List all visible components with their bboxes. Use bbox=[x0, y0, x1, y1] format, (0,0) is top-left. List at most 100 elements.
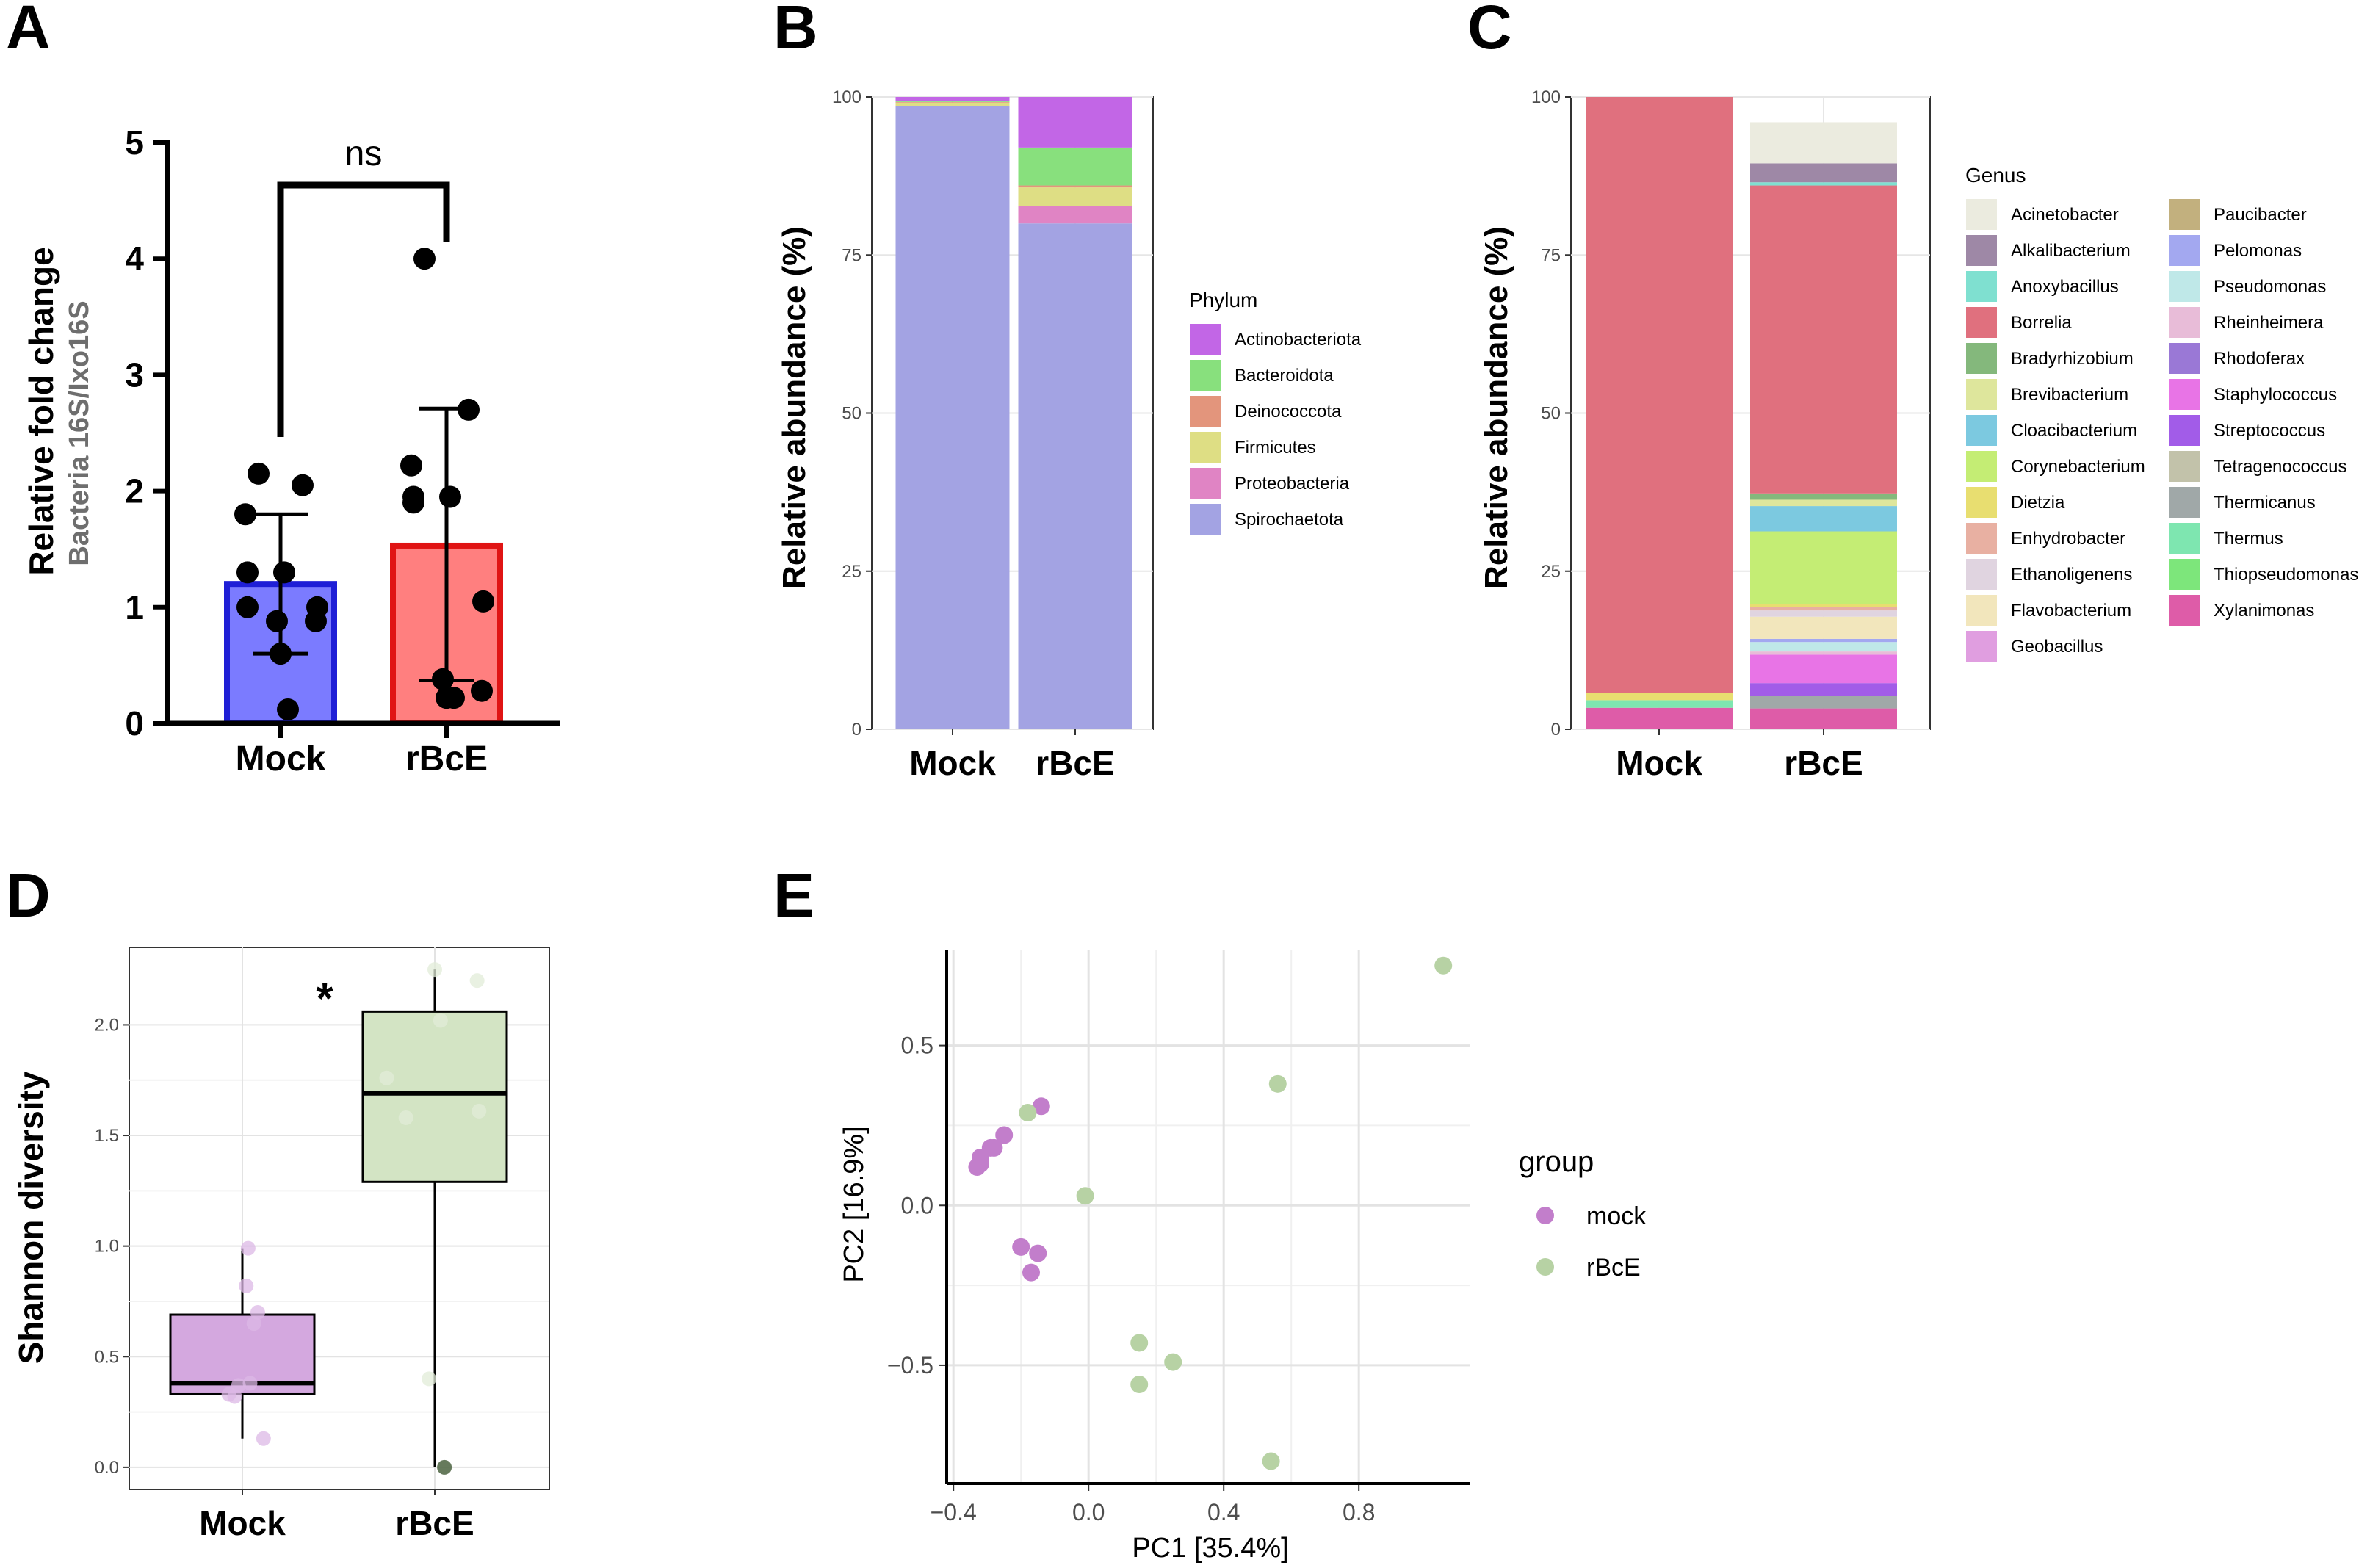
y-tick-label: 0.0 bbox=[901, 1192, 933, 1218]
x-tick-label: rBcE bbox=[1784, 744, 1863, 782]
bar-segment-thermus bbox=[1586, 700, 1733, 708]
y-tick-label: 50 bbox=[842, 404, 861, 424]
bar-segment-deinococcota bbox=[895, 101, 1010, 103]
bar-segment-xylanimonas bbox=[1586, 707, 1733, 729]
data-point bbox=[266, 610, 288, 632]
bar-segment-cloacibacterium bbox=[1750, 506, 1897, 532]
significance-label: * bbox=[316, 974, 333, 1023]
data-point bbox=[472, 1103, 487, 1119]
legend-key bbox=[2167, 557, 2201, 591]
bar-segment-spirochaetota bbox=[1018, 223, 1132, 729]
legend-key bbox=[2167, 413, 2201, 447]
bar-segment-streptococcus bbox=[1750, 683, 1897, 696]
data-point bbox=[413, 248, 436, 270]
legend-label: Tetragenococcus bbox=[2214, 457, 2346, 477]
legend-key bbox=[2167, 593, 2201, 627]
legend-key bbox=[1536, 1207, 1554, 1224]
legend-key bbox=[1965, 342, 1998, 375]
x-tick-label: −0.4 bbox=[931, 1499, 977, 1525]
bar-segment-pelomonas bbox=[1750, 638, 1897, 643]
legend-key bbox=[1188, 466, 1222, 500]
bar-segment-borrelia bbox=[1586, 97, 1733, 693]
legend-label: Staphylococcus bbox=[2214, 385, 2337, 405]
y-tick-label: 4 bbox=[125, 239, 144, 278]
data-point bbox=[231, 1378, 246, 1393]
legend-label: Thermicanus bbox=[2214, 493, 2316, 513]
data-point-mock bbox=[985, 1138, 1003, 1157]
bar-segment-acinetobacter bbox=[1750, 122, 1897, 164]
legend-key bbox=[2167, 234, 2201, 267]
legend-key bbox=[1965, 198, 1998, 231]
data-point bbox=[242, 1376, 258, 1391]
x-tick-label: Mock bbox=[909, 744, 996, 782]
data-point bbox=[458, 398, 480, 421]
bar-segment-rheinheimera bbox=[1750, 651, 1897, 655]
x-tick-label: 0.8 bbox=[1343, 1499, 1375, 1525]
data-point bbox=[439, 485, 461, 508]
bar-segment-staphylococcus bbox=[1750, 654, 1897, 684]
legend-key bbox=[1188, 502, 1222, 536]
panel-letter-d: D bbox=[6, 861, 51, 930]
bar-segment-dietzia bbox=[1750, 604, 1897, 607]
bar-segment-anoxybacillus bbox=[1750, 182, 1897, 186]
data-point bbox=[472, 590, 494, 613]
panel-letter-a: A bbox=[6, 0, 51, 62]
legend-label: Deinococcota bbox=[1235, 402, 1342, 422]
legend-label: Rheinheimera bbox=[2214, 313, 2324, 333]
legend-key bbox=[1965, 485, 1998, 519]
panel-e-legend-title: group bbox=[1519, 1146, 1594, 1178]
legend-key bbox=[1965, 593, 1998, 627]
panel-c-legend-title: Genus bbox=[1965, 164, 2026, 187]
bar-segment-proteobacteria bbox=[1018, 206, 1132, 224]
x-tick-label: 0.0 bbox=[1072, 1499, 1105, 1525]
legend-label: Paucibacter bbox=[2214, 205, 2307, 225]
bar-segment-firmicutes bbox=[1018, 187, 1132, 206]
bar-segment-firmicutes bbox=[895, 102, 1010, 106]
legend-label: Thermus bbox=[2214, 529, 2283, 549]
bar-segment-ethanoligenens bbox=[1750, 610, 1897, 617]
bar-segment-corynebacterium bbox=[1750, 531, 1897, 604]
bar-segment-bacteroidota bbox=[895, 101, 1010, 102]
legend-label: Borrelia bbox=[2011, 313, 2072, 333]
significance-bracket bbox=[277, 181, 450, 437]
legend-label: Thiopseudomonas bbox=[2214, 565, 2358, 585]
legend-label: Xylanimonas bbox=[2214, 601, 2314, 621]
y-tick-label: 5 bbox=[125, 123, 144, 162]
data-point bbox=[402, 491, 424, 514]
panel-e-pca-scatter: PC1 [35.4%] PC2 [16.9%] group −0.4 0.0 0.4… bbox=[839, 950, 1647, 1564]
panel-letter-b: B bbox=[773, 0, 818, 62]
legend-key bbox=[1965, 234, 1998, 267]
bar-segment-thermicanus bbox=[1750, 696, 1897, 709]
data-point bbox=[273, 561, 295, 584]
data-point-rbce bbox=[1262, 1452, 1280, 1470]
legend-label: Proteobacteria bbox=[1235, 474, 1350, 494]
data-point-mock bbox=[1032, 1097, 1050, 1116]
y-tick-label: 1.5 bbox=[95, 1126, 119, 1146]
legend-key bbox=[1965, 270, 1998, 303]
legend-key bbox=[1188, 394, 1222, 428]
data-point-mock bbox=[972, 1155, 989, 1173]
bar-segment-actinobacteriota bbox=[895, 97, 1010, 102]
y-tick-label: 1.0 bbox=[95, 1237, 119, 1257]
legend-label: Enhydrobacter bbox=[2011, 529, 2125, 549]
bar-segment-flavobacterium bbox=[1750, 616, 1897, 639]
y-tick-label: 25 bbox=[842, 562, 861, 582]
data-point bbox=[305, 610, 327, 632]
data-point bbox=[469, 973, 485, 989]
legend-label: Acinetobacter bbox=[2011, 205, 2119, 225]
bar-segment-borrelia bbox=[1750, 185, 1897, 494]
y-tick-label: 0 bbox=[852, 720, 861, 740]
legend-key bbox=[1188, 358, 1222, 392]
legend-label: Spirochaetota bbox=[1235, 510, 1344, 530]
legend-key bbox=[1536, 1258, 1554, 1276]
data-point bbox=[400, 454, 422, 477]
data-point bbox=[236, 596, 259, 618]
data-point-mock bbox=[1012, 1238, 1030, 1256]
legend-key bbox=[2167, 198, 2201, 231]
data-point bbox=[471, 679, 493, 702]
panel-letter-c: C bbox=[1467, 0, 1512, 62]
data-point bbox=[277, 698, 299, 721]
x-tick-label: rBcE bbox=[395, 1504, 474, 1542]
y-tick-label: 3 bbox=[125, 355, 144, 394]
